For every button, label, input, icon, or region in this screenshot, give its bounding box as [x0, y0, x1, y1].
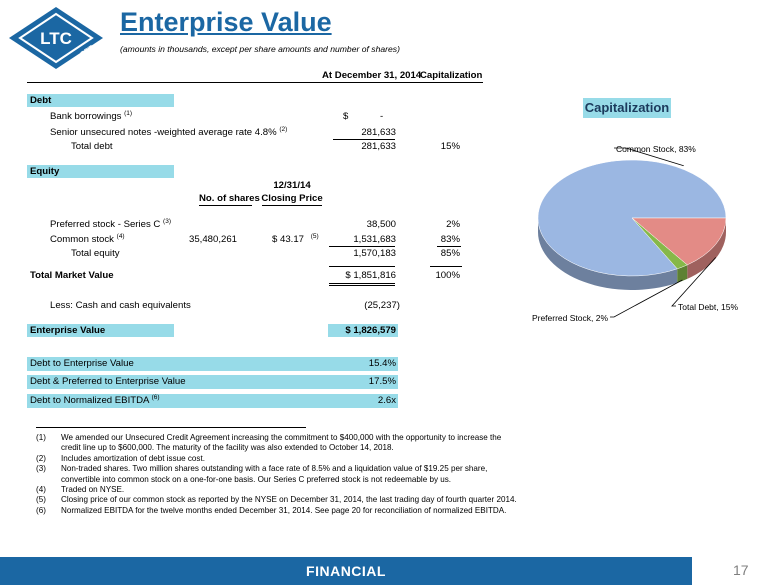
col-header-date: At December 31, 2014 — [322, 70, 422, 81]
total-market-value-label: Total Market Value — [30, 270, 114, 281]
common-stock-label: Common stock (4) — [50, 232, 125, 245]
common-stock-pct: 83% — [440, 234, 460, 245]
footnote-1-cont: credit line up to $600,000. The maturity… — [61, 443, 394, 453]
total-equity-pct: 85% — [440, 248, 460, 259]
footnotes: (1) We amended our Unsecured Credit Agree… — [36, 433, 517, 516]
total-market-pct: 100% — [435, 270, 460, 281]
page-subtitle: (amounts in thousands, except per share … — [120, 44, 400, 54]
chart-title: Capitalization — [583, 98, 671, 118]
market-pct-rule — [430, 266, 462, 267]
shares-header-rule — [199, 205, 252, 206]
footnote-5: (5) Closing price of our common stock as … — [36, 495, 517, 505]
ratio-label-debt-ev: Debt to Enterprise Value — [30, 358, 134, 369]
common-stock-shares: 35,480,261 — [189, 234, 238, 245]
logo-text: LTC — [40, 29, 72, 48]
ratio-bar-2 — [27, 375, 398, 389]
enterprise-value-label: Enterprise Value — [30, 325, 106, 336]
footer-bar — [0, 557, 692, 585]
pie-leader-line — [671, 257, 717, 307]
market-bottom-rule-2 — [329, 285, 395, 286]
senior-notes-label: Senior unsecured notes -weighted average… — [50, 125, 288, 138]
pie-side-preferred-stock — [677, 264, 688, 283]
header-rule — [27, 82, 483, 83]
bank-borrowings-currency: $ — [343, 111, 349, 122]
shares-header: No. of shares — [199, 193, 260, 204]
footnote-rule — [36, 427, 306, 428]
enterprise-value-amount-bar — [328, 324, 398, 337]
cash-label: Less: Cash and cash equivalents — [50, 300, 191, 311]
footnote-6: (6) Normalized EBITDA for the twelve mont… — [36, 505, 507, 515]
senior-notes-value: 281,633 — [361, 127, 396, 138]
ratio-label-debt-ebitda: Debt to Normalized EBITDA (6) — [30, 393, 160, 406]
bank-borrowings-value: - — [380, 111, 384, 122]
page-number: 17 — [733, 562, 749, 578]
equity-pct-rule — [437, 246, 461, 247]
market-top-rule — [329, 266, 395, 267]
pie-slice-total-debt — [631, 217, 727, 266]
logo-diamond-icon: LTC REIT — [9, 7, 103, 69]
ratio-label-debt-pref-ev: Debt & Preferred to Enterprise Value — [30, 376, 186, 387]
footnote-3-cont: convertible into common stock on a one-f… — [61, 474, 452, 484]
price-header-rule — [262, 205, 322, 206]
market-bottom-rule-1 — [329, 283, 395, 284]
total-market-value: $ 1,851,816 — [345, 270, 396, 281]
pie-label-total-debt: Total Debt, 15% — [678, 302, 738, 312]
total-debt-pct: 15% — [440, 141, 460, 152]
total-equity-value: 1,570,183 — [353, 248, 396, 259]
page-title: Enterprise Value — [120, 7, 332, 37]
footnote-2: (2) Includes amortization of debt issue c… — [36, 453, 205, 463]
footnote-1: (1) We amended our Unsecured Credit Agree… — [36, 433, 502, 442]
debt-subtotal-rule — [333, 139, 395, 140]
total-equity-label: Total equity — [71, 248, 120, 259]
preferred-stock-value: 38,500 — [366, 219, 396, 230]
equity-section-bar — [27, 165, 174, 178]
pie-slice-preferred-stock — [631, 217, 688, 270]
col-header-capitalization: Capitalization — [420, 70, 483, 81]
cash-value: (25,237) — [364, 300, 400, 311]
ratio-value-debt-pref-ev: 17.5% — [368, 376, 396, 387]
pie-leader-line — [614, 147, 684, 167]
footnote-4: (4) Traded on NYSE. — [36, 485, 125, 495]
closing-price-header-2: Closing Price — [261, 193, 323, 204]
pie-side-total-debt — [687, 218, 726, 279]
preferred-stock-label: Preferred stock - Series C (3) — [50, 217, 171, 230]
ratio-value-debt-ev: 15.4% — [368, 358, 396, 369]
common-stock-price: $ 43.17 (5) — [272, 232, 319, 245]
enterprise-value-bar — [27, 324, 174, 337]
pie-label-preferred-stock: Preferred Stock, 2% — [532, 313, 609, 323]
capitalization-pie-chart: Common Stock, 83% Total Debt, 15% Preferre… — [532, 144, 739, 323]
company-logo: LTC REIT — [8, 6, 104, 70]
total-debt-label: Total debt — [71, 141, 113, 152]
enterprise-value-amount: $ 1,826,579 — [345, 325, 396, 336]
ratio-value-debt-ebitda: 2.6x — [377, 395, 396, 406]
equity-section-label: Equity — [30, 166, 60, 177]
ratio-bar-1 — [27, 357, 398, 371]
footnote-3: (3) Non-traded shares. Two million shares… — [36, 464, 488, 474]
footer-label: FINANCIAL — [306, 563, 386, 579]
ratio-bar-3 — [27, 394, 398, 408]
closing-price-header-1: 12/31/14 — [273, 180, 311, 191]
bank-borrowings-label: Bank borrowings (1) — [50, 109, 133, 122]
preferred-stock-pct: 2% — [446, 219, 460, 230]
common-stock-value: 1,531,683 — [353, 234, 396, 245]
debt-section-bar — [27, 94, 174, 107]
pie-leader-line — [610, 279, 683, 318]
equity-subtotal-rule — [329, 246, 395, 247]
debt-section-label: Debt — [30, 95, 52, 106]
pie-label-common-stock: Common Stock, 83% — [616, 144, 696, 154]
total-debt-value: 281,633 — [361, 141, 396, 152]
pie-side-common-stock — [538, 218, 678, 290]
